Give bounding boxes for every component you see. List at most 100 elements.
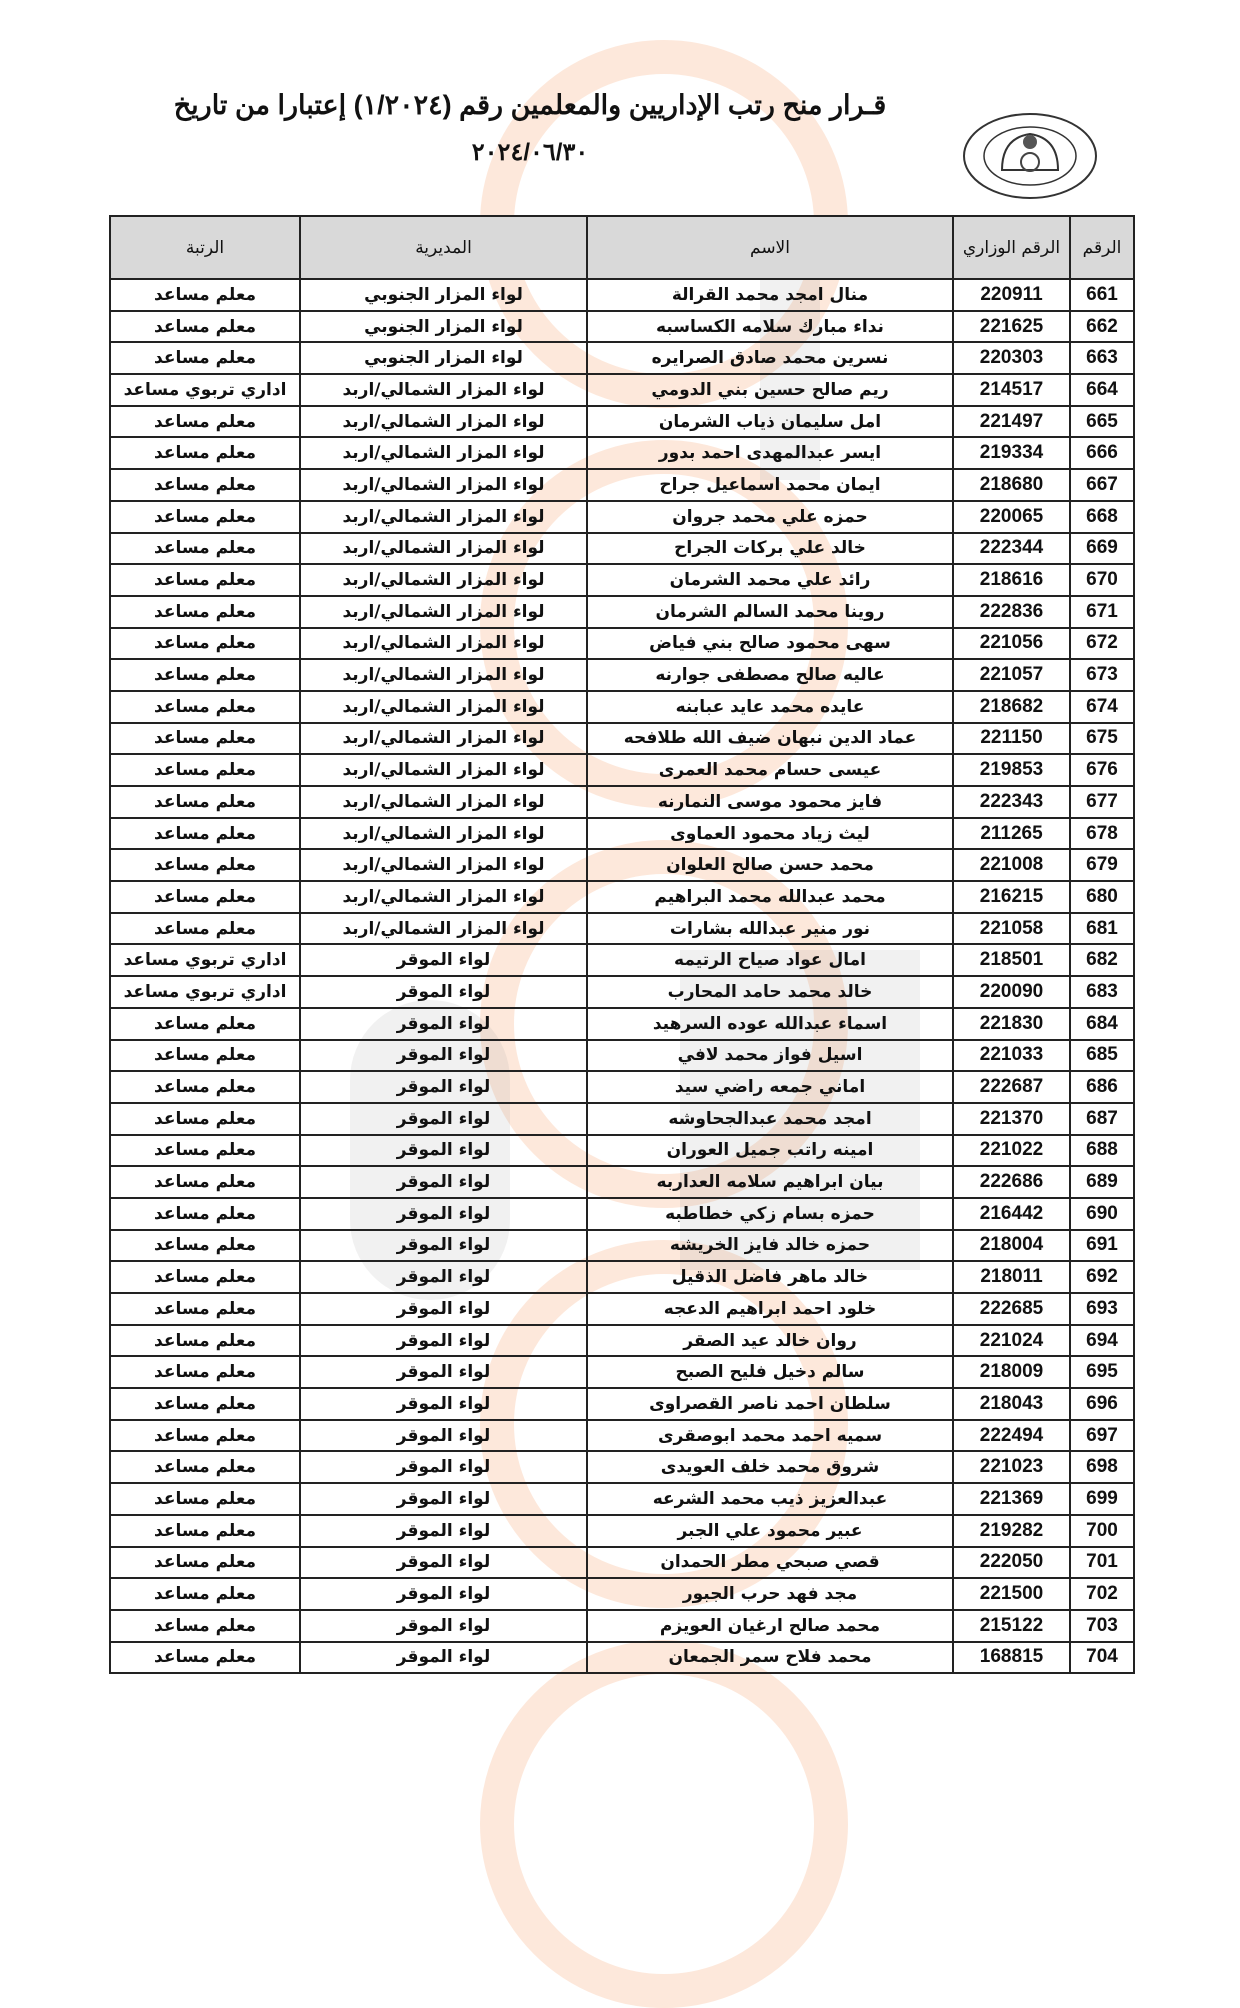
ministry-id: 219334 (952, 436, 1071, 471)
employee-name: ايمان محمد اسماعيل جراح (586, 468, 954, 502)
ministry-id: 221369 (952, 1482, 1071, 1516)
ministry-id: 218009 (952, 1355, 1071, 1390)
ranks-table: الرقم الرقم الوزاري الاسم المديرية الرتب… (109, 215, 1135, 1675)
directorate: لواء الموقر (299, 1101, 588, 1136)
ministry-id: 214517 (952, 373, 1071, 407)
rank: معلم مساعد (109, 880, 301, 914)
directorate: لواء الموقر (299, 1323, 588, 1358)
column-header-name: الاسم (586, 215, 954, 280)
column-header-directorate: المديرية (299, 215, 588, 280)
employee-name: خالد محمد حامد المحارب (586, 975, 954, 1009)
employee-name: خلود احمد ابراهيم الدعجه (586, 1292, 954, 1326)
employee-name: اسيل فواز محمد لافي (586, 1038, 954, 1073)
ministry-id: 222686 (952, 1165, 1071, 1199)
table-row: 694 221024 روان خالد عيد الصقر لواء الموقر م… (109, 1323, 1135, 1358)
directorate: لواء الموقر (299, 1608, 588, 1643)
document-title: قـرار منح رتب الإداريين والمعلمين رقم (١… (173, 90, 887, 120)
directorate: لواء الموقر (299, 1165, 588, 1199)
directorate: لواء المزار الشمالي/اربد (299, 594, 588, 629)
ministry-id: 218680 (952, 468, 1071, 502)
rank: معلم مساعد (109, 499, 301, 534)
rank: معلم مساعد (109, 341, 301, 376)
rank: معلم مساعد (109, 1196, 301, 1231)
ministry-id: 221056 (952, 626, 1071, 661)
table-row: 675 221150 عماد الدين نبهان ضيف الله طلافح… (109, 721, 1135, 756)
rank: معلم مساعد (109, 721, 301, 756)
rank: معلم مساعد (109, 1006, 301, 1041)
row-index: 684 (1069, 1006, 1135, 1041)
row-index: 697 (1069, 1418, 1135, 1453)
table-row: 673 221057 عاليه صالح مصطفى جوارنه لواء الم… (109, 658, 1135, 692)
row-index: 698 (1069, 1450, 1135, 1485)
rank: معلم مساعد (109, 1577, 301, 1611)
table-row: 677 222343 فايز محمود موسى النمارنه لواء ال… (109, 785, 1135, 819)
table-row: 682 218501 امال عواد صياح الرتيمه لواء المو… (109, 943, 1135, 978)
table-row: 685 221033 اسيل فواز محمد لافي لواء الموقر م… (109, 1038, 1135, 1073)
rank: معلم مساعد (109, 436, 301, 471)
row-index: 668 (1069, 499, 1135, 534)
row-index: 689 (1069, 1165, 1135, 1199)
ministry-id: 221150 (952, 721, 1071, 756)
row-index: 690 (1069, 1196, 1135, 1231)
employee-name: محمد فلاح سمر الجمعان (586, 1640, 954, 1675)
employee-name: حمزه خالد فايز الخريشه (586, 1228, 954, 1263)
directorate: لواء الموقر (299, 1006, 588, 1041)
row-index: 700 (1069, 1513, 1135, 1548)
watermark-ring (480, 1640, 848, 2008)
table-row: 663 220303 نسرين محمد صادق الصرايره لواء ال… (109, 341, 1135, 376)
rank: معلم مساعد (109, 594, 301, 629)
table-header-row: الرقم الرقم الوزاري الاسم المديرية الرتب… (109, 215, 1135, 280)
ministry-id: 220090 (952, 975, 1071, 1009)
ministry-id: 168815 (952, 1640, 1071, 1675)
table-row: 662 221625 نداء مبارك سلامه الكساسبه لواء ا… (109, 309, 1135, 344)
table-row: 681 221058 نور منير عبدالله بشارات لواء الم… (109, 911, 1135, 946)
row-index: 680 (1069, 880, 1135, 914)
directorate: لواء المزار الشمالي/اربد (299, 563, 588, 597)
ministry-id: 220303 (952, 341, 1071, 376)
table-row: 684 221830 اسماء عبدالله عوده السرهيد لواء … (109, 1006, 1135, 1041)
directorate: لواء المزار الشمالي/اربد (299, 911, 588, 946)
directorate: لواء المزار الجنوبي (299, 341, 588, 376)
row-index: 672 (1069, 626, 1135, 661)
ministry-id: 218043 (952, 1387, 1071, 1421)
ministry-seal-logo (962, 112, 1098, 200)
row-index: 663 (1069, 341, 1135, 376)
ministry-id: 222050 (952, 1545, 1071, 1580)
ministry-id: 221023 (952, 1450, 1071, 1485)
row-index: 678 (1069, 816, 1135, 851)
directorate: لواء المزار الجنوبي (299, 278, 588, 312)
rank: معلم مساعد (109, 1450, 301, 1485)
row-index: 675 (1069, 721, 1135, 756)
employee-name: حمزه علي محمد جروان (586, 499, 954, 534)
ministry-id: 211265 (952, 816, 1071, 851)
rank: معلم مساعد (109, 1038, 301, 1073)
rank: معلم مساعد (109, 816, 301, 851)
rank: معلم مساعد (109, 1323, 301, 1358)
row-index: 667 (1069, 468, 1135, 502)
rank: اداري تربوي مساعد (109, 373, 301, 407)
directorate: لواء المزار الشمالي/اربد (299, 753, 588, 787)
ministry-id: 221370 (952, 1101, 1071, 1136)
employee-name: امجد محمد عبدالجحاوشه (586, 1101, 954, 1136)
table-row: 665 221497 امل سليمان ذياب الشرمان لواء الم… (109, 404, 1135, 439)
row-index: 674 (1069, 689, 1135, 724)
table-row: 701 222050 قصي صبحي مطر الحمدان لواء الموقر… (109, 1545, 1135, 1580)
directorate: لواء الموقر (299, 1450, 588, 1485)
employee-name: خالد علي بركات الجراح (586, 531, 954, 566)
employee-name: ايسر عبدالمهدى احمد بدور (586, 436, 954, 471)
row-index: 685 (1069, 1038, 1135, 1073)
table-row: 669 222344 خالد علي بركات الجراح لواء المزا… (109, 531, 1135, 566)
table-row: 666 219334 ايسر عبدالمهدى احمد بدور لواء ال… (109, 436, 1135, 471)
rank: معلم مساعد (109, 1513, 301, 1548)
row-index: 670 (1069, 563, 1135, 597)
ministry-id: 216215 (952, 880, 1071, 914)
rank: معلم مساعد (109, 404, 301, 439)
row-index: 699 (1069, 1482, 1135, 1516)
directorate: لواء المزار الشمالي/اربد (299, 848, 588, 883)
row-index: 696 (1069, 1387, 1135, 1421)
ministry-id: 221500 (952, 1577, 1071, 1611)
row-index: 676 (1069, 753, 1135, 787)
ministry-id: 222687 (952, 1070, 1071, 1104)
rank: معلم مساعد (109, 531, 301, 566)
ministry-id: 222836 (952, 594, 1071, 629)
